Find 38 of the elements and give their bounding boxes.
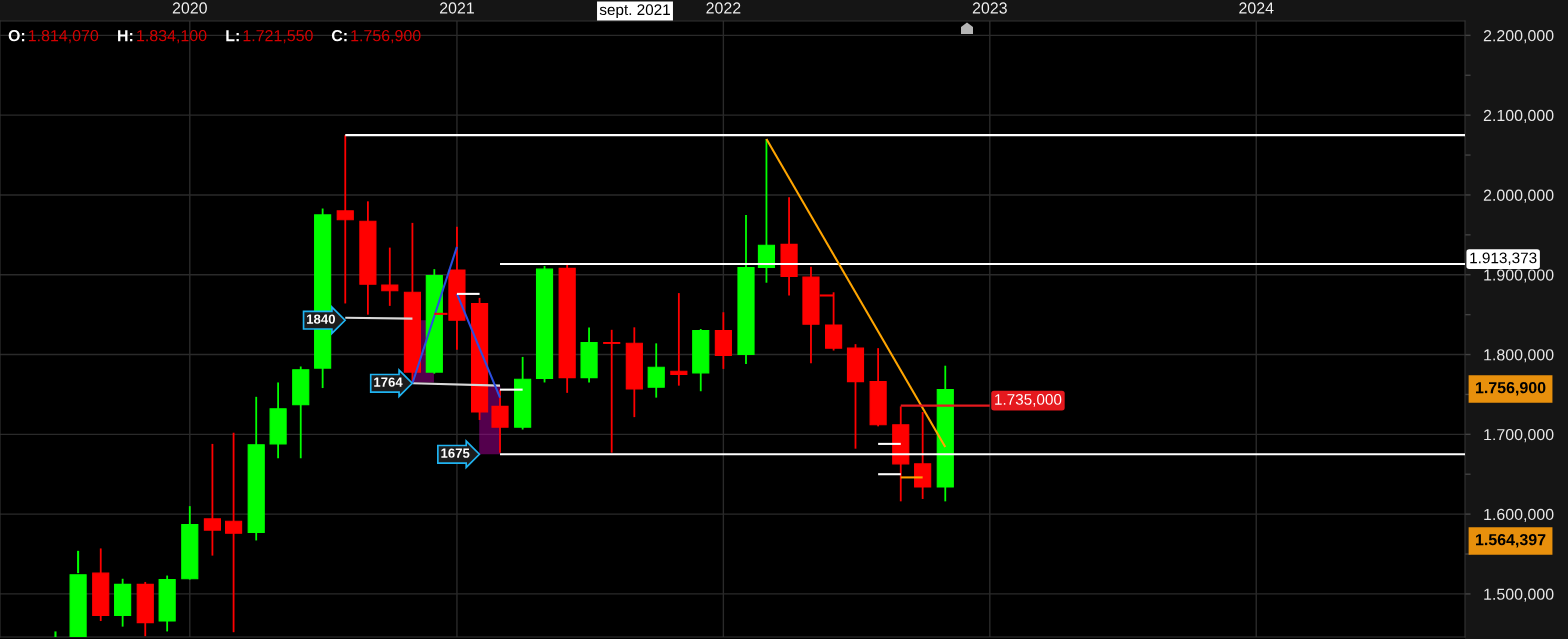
- y-tick-label: 2.000,000: [1483, 189, 1554, 203]
- annotation: C:: [331, 29, 347, 42]
- candlestick: [336, 134, 354, 305]
- x-tick-label: 2023: [972, 2, 1007, 14]
- y-tick-label: 1.600,000: [1484, 508, 1554, 522]
- candlestick: [203, 442, 221, 557]
- candlestick: [491, 388, 509, 454]
- annotation: 1.721,550: [243, 29, 313, 44]
- annotation: 1.814,070: [28, 29, 99, 44]
- text: 1.756,900: [1476, 381, 1546, 396]
- candlestick: [670, 292, 688, 387]
- annotation: 1764: [374, 377, 403, 387]
- annotation: O:: [8, 29, 25, 42]
- annotation: 1840: [307, 314, 335, 324]
- annotation: L:: [226, 30, 239, 42]
- candlestick: [914, 411, 932, 500]
- x-tick-label: 2024: [1239, 2, 1274, 14]
- y-tick-label: 1.500,000: [1484, 588, 1554, 602]
- x-tick-label: 2022: [706, 2, 741, 14]
- x-tick-label: 2020: [172, 2, 207, 14]
- y-tick-label: 1.700,000: [1484, 428, 1554, 443]
- text: sept. 2021: [599, 4, 670, 19]
- y-tick-label: 1.800,000: [1484, 349, 1554, 363]
- candlestick: [224, 431, 243, 634]
- series-label: 1.913,373: [1470, 252, 1537, 266]
- annotation: 1.756,900: [351, 29, 421, 44]
- candlestick: [647, 342, 665, 399]
- annotation: 1.834,100: [137, 29, 207, 44]
- y-tick-label: 2.200,000: [1483, 30, 1554, 44]
- annotation: 1675: [441, 448, 470, 458]
- text: 1.564,397: [1476, 533, 1546, 548]
- candlestick: [381, 246, 399, 307]
- y-tick-label: 2.100,000: [1483, 109, 1554, 123]
- annotation: H:: [118, 30, 133, 42]
- series-label: 1.735,000: [995, 394, 1062, 407]
- candlestick: [603, 328, 621, 454]
- y-tick-label: 1.900,000: [1484, 269, 1554, 283]
- x-tick-label: 2021: [439, 2, 474, 14]
